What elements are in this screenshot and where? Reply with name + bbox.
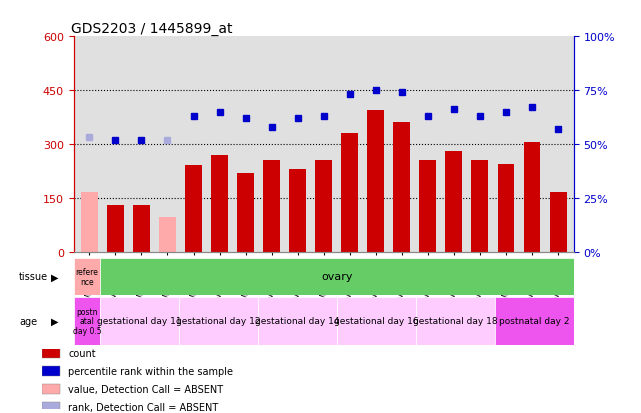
Text: tissue: tissue xyxy=(19,272,48,282)
Text: postn
atal
day 0.5: postn atal day 0.5 xyxy=(72,307,101,335)
Text: gestational day 16: gestational day 16 xyxy=(334,317,419,325)
Text: ▶: ▶ xyxy=(51,316,58,326)
Bar xyxy=(341,134,358,252)
Text: percentile rank within the sample: percentile rank within the sample xyxy=(69,366,233,376)
Bar xyxy=(81,193,98,252)
Text: GDS2203 / 1445899_at: GDS2203 / 1445899_at xyxy=(71,22,233,36)
Text: rank, Detection Call = ABSENT: rank, Detection Call = ABSENT xyxy=(69,402,219,412)
Bar xyxy=(42,402,60,412)
Text: ovary: ovary xyxy=(321,272,353,282)
Text: refere
nce: refere nce xyxy=(76,267,98,286)
Bar xyxy=(315,161,332,252)
Text: value, Detection Call = ABSENT: value, Detection Call = ABSENT xyxy=(69,384,224,394)
Bar xyxy=(289,170,306,252)
Bar xyxy=(416,297,495,345)
Bar xyxy=(497,164,515,252)
Text: gestational day 11: gestational day 11 xyxy=(97,317,182,325)
Bar xyxy=(74,297,100,345)
Text: age: age xyxy=(19,316,37,326)
Bar xyxy=(394,123,410,252)
Text: postnatal day 2: postnatal day 2 xyxy=(499,317,569,325)
Bar xyxy=(337,297,416,345)
Bar xyxy=(179,297,258,345)
Bar xyxy=(185,166,202,252)
Bar xyxy=(74,258,100,295)
Bar xyxy=(549,193,567,252)
Bar xyxy=(237,173,254,252)
Text: gestational day 14: gestational day 14 xyxy=(255,317,340,325)
Bar xyxy=(107,205,124,252)
Text: gestational day 18: gestational day 18 xyxy=(413,317,497,325)
Bar xyxy=(445,152,462,252)
Text: count: count xyxy=(69,348,96,358)
Bar xyxy=(419,161,437,252)
Bar xyxy=(211,155,228,252)
Text: gestational day 12: gestational day 12 xyxy=(176,317,261,325)
Bar xyxy=(133,205,150,252)
Bar xyxy=(367,111,384,252)
Bar xyxy=(42,385,60,394)
Bar xyxy=(258,297,337,345)
Bar xyxy=(42,349,60,358)
Bar xyxy=(42,366,60,376)
Bar xyxy=(263,161,280,252)
Bar xyxy=(495,297,574,345)
Bar xyxy=(159,218,176,252)
Bar xyxy=(100,297,179,345)
Bar xyxy=(472,161,488,252)
Bar xyxy=(524,143,540,252)
Text: ▶: ▶ xyxy=(51,272,58,282)
